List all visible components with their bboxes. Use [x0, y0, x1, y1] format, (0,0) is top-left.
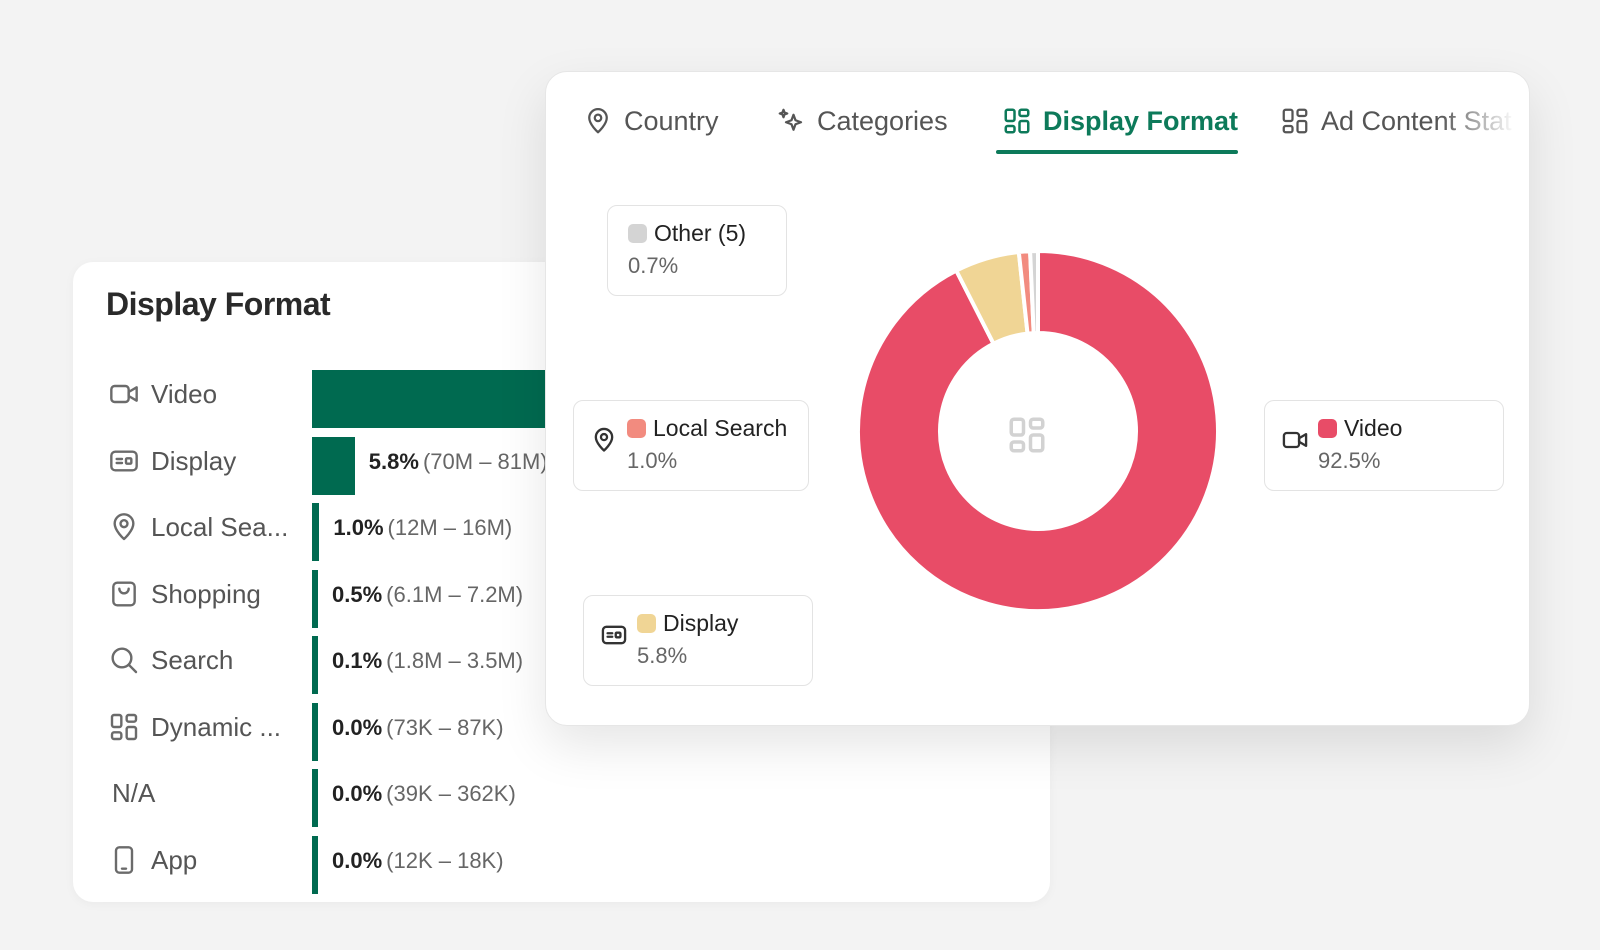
legend-value: 5.8% — [637, 643, 688, 668]
layout-grid-icon — [1282, 108, 1308, 134]
display-icon — [600, 621, 628, 649]
legend-value: 0.7% — [628, 253, 679, 278]
legend-value: 92.5% — [1318, 448, 1381, 473]
table-row[interactable]: Dynamic ... 0.0% (73K – 87K) — [73, 695, 1050, 761]
tab-display-format[interactable]: Display Format — [1002, 96, 1238, 146]
row-label: N/A — [112, 778, 156, 808]
tab-categories[interactable]: Categories — [776, 96, 948, 146]
breakdown-panel: Country Categories Display Format Ad Con… — [545, 71, 1530, 726]
legend-name: Local Search — [653, 415, 788, 441]
table-row[interactable]: N/A 0.0% (39K – 362K) — [73, 761, 1050, 827]
legend-name: Video — [1344, 415, 1403, 441]
search-icon — [108, 644, 140, 676]
legend-video[interactable]: Video 92.5% — [1264, 400, 1504, 491]
legend-other[interactable]: Other (5) 0.7% — [607, 205, 787, 296]
display-icon — [108, 445, 140, 477]
location-pin-icon — [590, 426, 618, 454]
row-label: Dynamic ... — [151, 711, 282, 742]
legend-local-search[interactable]: Local Search 1.0% — [573, 400, 809, 491]
row-label: Display — [151, 445, 237, 476]
card-title: Display Format — [106, 286, 331, 322]
layout-grid-icon — [108, 711, 140, 743]
location-pin-icon — [108, 511, 140, 543]
legend-name: Other (5) — [654, 220, 747, 246]
legend-swatch — [1318, 419, 1337, 438]
share-bar — [312, 569, 318, 628]
row-range: (12K – 18K) — [386, 847, 504, 873]
row-stat: 0.5% (6.1M – 7.2M) — [332, 582, 523, 608]
table-row[interactable]: Shopping 0.5% (6.1M – 7.2M) — [73, 562, 1050, 628]
share-bar — [312, 769, 318, 827]
layout-grid-icon — [1004, 108, 1030, 134]
row-percent: 1.0% — [333, 515, 384, 540]
layout-grid-icon — [1006, 414, 1048, 456]
row-percent: 0.0% — [332, 847, 383, 873]
row-percent: 0.5% — [332, 581, 383, 607]
row-stat: 1.0% (12M – 16M) — [333, 515, 512, 541]
row-percent: 0.0% — [332, 781, 383, 806]
row-label: Shopping — [151, 578, 261, 609]
row-range: (6.1M – 7.2M) — [386, 581, 524, 607]
legend-swatch — [637, 614, 656, 633]
video-icon — [108, 378, 140, 410]
tab-country[interactable]: Country — [583, 96, 719, 146]
table-row[interactable]: Search 0.1% (1.8M – 3.5M) — [73, 628, 1050, 694]
share-bar — [312, 636, 318, 694]
active-tab-indicator — [996, 150, 1238, 154]
donut-slice-other-5[interactable] — [1028, 249, 1040, 336]
row-range: (39K – 362K) — [386, 781, 516, 806]
table-row[interactable]: Local Sea... 1.0% (12M – 16M) — [73, 495, 1050, 561]
row-label: Local Sea... — [151, 512, 289, 542]
tab-label: Categories — [817, 105, 948, 136]
legend-name: Display — [663, 610, 739, 636]
row-range: (73K – 87K) — [386, 714, 504, 740]
row-stat: 0.0% (39K – 362K) — [332, 781, 516, 807]
video-icon — [1281, 426, 1309, 454]
mobile-phone-icon — [108, 844, 140, 876]
row-range: (70M – 81M) — [422, 448, 548, 474]
share-bar — [312, 835, 318, 894]
row-label: Search — [151, 645, 234, 675]
row-stat: 0.1% (1.8M – 3.5M) — [332, 648, 523, 674]
share-bar — [312, 503, 320, 561]
row-label: Video — [151, 379, 218, 409]
legend-swatch — [628, 224, 647, 243]
shopping-bag-icon — [108, 578, 140, 610]
location-pin-icon — [588, 108, 608, 134]
donut-slice-video[interactable] — [856, 249, 1220, 613]
row-stat: 0.0% (12K – 18K) — [332, 848, 504, 874]
tab-label: Country — [624, 105, 719, 136]
row-percent: 5.8% — [368, 448, 419, 474]
donut-chart — [856, 249, 1220, 613]
legend-value: 1.0% — [627, 448, 678, 473]
legend-swatch — [627, 419, 646, 438]
tab-overflow-fade — [1439, 92, 1529, 152]
share-bar — [312, 702, 318, 761]
row-stat: 0.0% (73K – 87K) — [332, 715, 504, 741]
table-row[interactable]: Display 5.8% (70M – 81M) — [73, 429, 1050, 495]
tab-label: Display Format — [1043, 105, 1239, 136]
row-percent: 0.1% — [332, 648, 383, 673]
row-range: (1.8M – 3.5M) — [386, 648, 524, 673]
legend-display[interactable]: Display 5.8% — [583, 595, 813, 686]
row-range: (12M – 16M) — [387, 515, 513, 540]
row-stat: 5.8% (70M – 81M) — [369, 449, 548, 475]
share-bar — [312, 436, 355, 495]
sparkles-icon — [778, 108, 803, 131]
table-row[interactable]: App 0.0% (12K – 18K) — [73, 828, 1050, 894]
row-label: App — [151, 844, 198, 875]
row-percent: 0.0% — [332, 714, 383, 740]
